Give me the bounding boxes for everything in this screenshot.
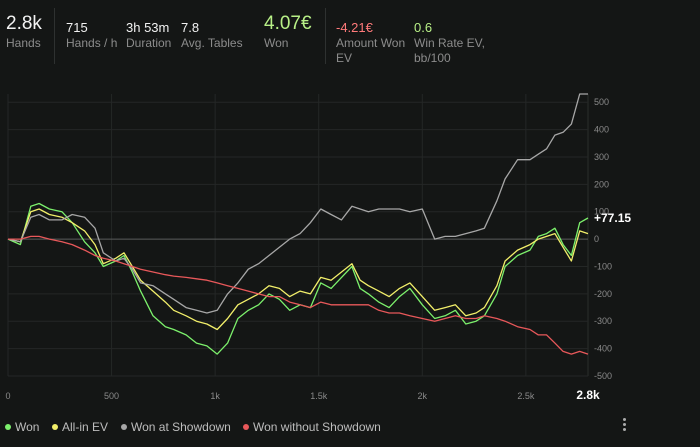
stats-bar: 2.8k Hands 715 Hands / h 3h 53m Duration… <box>0 0 700 80</box>
x-tick-label: 1.5k <box>310 391 328 401</box>
series-line-allin-ev <box>7 208 589 331</box>
y-tick-label: 200 <box>594 179 609 189</box>
stat-duration-value: 3h 53m <box>126 20 170 35</box>
x-tick-label: 2k <box>418 391 428 401</box>
profit-line-chart: -500 -400 -300 -200 -100 0 100 200 300 400 500 0 50… <box>5 93 631 402</box>
stat-win-rate-ev-label-1: Win Rate EV, <box>414 36 485 50</box>
y-tick-label: -100 <box>594 261 612 271</box>
legend-dot-icon <box>52 424 58 430</box>
y-tick-label: 300 <box>594 152 609 162</box>
x-end-label: 2.8k <box>576 388 600 402</box>
stat-win-rate-ev: 0.6 Win Rate EV, bb/100 <box>414 0 485 66</box>
y-tick-label: 100 <box>594 207 609 217</box>
legend-item-allin-ev[interactable]: All-in EV <box>52 420 108 434</box>
chart-legend: Won All-in EV Won at Showdown Won without S… <box>0 414 700 447</box>
x-tick-label: 0 <box>5 391 10 401</box>
y-tick-label: -300 <box>594 316 612 326</box>
stat-hands: 2.8k Hands <box>6 0 42 51</box>
y-tick-label: -400 <box>594 344 612 354</box>
legend-label: Won <box>15 420 40 434</box>
stat-amount-won-ev-label-1: Amount Won <box>336 36 406 50</box>
x-tick-label: 2.5k <box>517 391 535 401</box>
stat-hands-value: 2.8k <box>6 13 42 34</box>
legend-dot-icon <box>121 424 127 430</box>
more-options-icon[interactable] <box>619 418 629 434</box>
stat-amount-won-ev-label-2: EV <box>336 51 353 65</box>
stats-divider <box>325 8 326 64</box>
stat-avg-tables: 7.8 Avg. Tables <box>181 0 243 51</box>
stat-hands-per-hour-label: Hands / h <box>66 36 118 50</box>
stat-avg-tables-label: Avg. Tables <box>181 36 243 50</box>
x-tick-label: 1k <box>210 391 220 401</box>
y-tick-label: -200 <box>594 289 612 299</box>
stat-win-rate-ev-label-2: bb/100 <box>414 51 451 65</box>
stat-won-value: 4.07€ <box>264 13 312 34</box>
series-line-won <box>7 202 589 355</box>
stat-avg-tables-value: 7.8 <box>181 20 200 35</box>
y-axis: -500 -400 -300 -200 -100 0 100 200 300 400 500 <box>594 97 612 381</box>
legend-label: Won at Showdown <box>131 420 231 434</box>
stats-divider <box>54 8 55 64</box>
stat-hands-per-hour-value: 715 <box>66 20 88 35</box>
legend-label: Won without Showdown <box>253 420 381 434</box>
legend-dot-icon <box>243 424 249 430</box>
stat-won: 4.07€ Won <box>264 0 312 51</box>
series-line-showdown <box>7 93 588 314</box>
y-tick-label: 500 <box>594 97 609 107</box>
y-tick-label: 0 <box>594 234 599 244</box>
chart-series <box>7 93 589 355</box>
series-line-no-showdown <box>8 235 589 355</box>
stat-amount-won-ev: -4.21€ Amount Won EV <box>336 0 405 66</box>
legend-dot-icon <box>5 424 11 430</box>
y-tick-label: 400 <box>594 125 609 135</box>
stat-won-label: Won <box>264 36 289 50</box>
x-tick-label: 500 <box>104 391 119 401</box>
legend-label: All-in EV <box>62 420 109 434</box>
stat-win-rate-ev-value: 0.6 <box>414 20 433 35</box>
legend-item-won[interactable]: Won <box>5 420 39 434</box>
stat-duration: 3h 53m Duration <box>126 0 171 51</box>
legend-item-showdown[interactable]: Won at Showdown <box>121 420 231 434</box>
x-axis: 0 500 1k 1.5k 2k 2.5k <box>5 391 534 401</box>
stat-duration-label: Duration <box>126 36 172 50</box>
stat-amount-won-ev-value: -4.21€ <box>336 20 373 35</box>
y-tick-label: -500 <box>594 371 612 381</box>
end-value-label: +77.15 <box>594 211 631 225</box>
stat-hands-label: Hands <box>6 36 41 50</box>
stat-hands-per-hour: 715 Hands / h <box>66 0 117 51</box>
legend-item-no-showdown[interactable]: Won without Showdown <box>243 420 381 434</box>
